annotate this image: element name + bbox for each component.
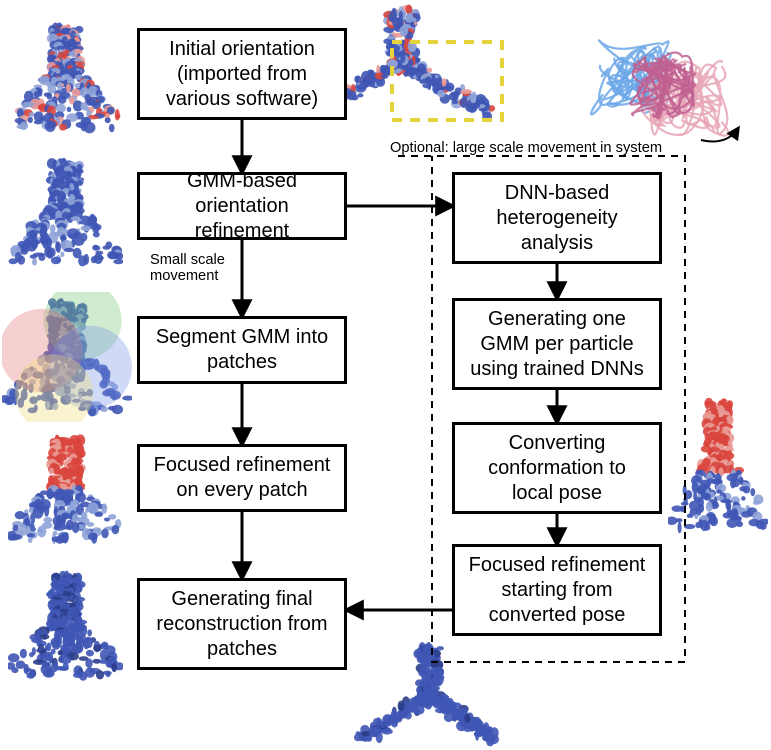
initial-protein (8, 18, 123, 138)
box-label: GMM-based orientation refinement (150, 169, 334, 244)
box-convert-conformation: Converting conformation to local pose (452, 422, 662, 514)
gmm-protein (8, 152, 123, 272)
annot-small-scale: Small scale movement (150, 252, 270, 284)
annot-text: Optional: large scale movement in system (390, 140, 662, 156)
box-gmm-refinement: GMM-based orientation refinement (137, 172, 347, 240)
bottom-wide-protein (352, 642, 507, 747)
box-segment-gmm: Segment GMM into patches (137, 316, 347, 384)
ribbon-protein (582, 32, 752, 152)
box-initial-orientation: Initial orientation (imported from vario… (137, 28, 347, 120)
yellow-highlight-box (392, 42, 502, 120)
annot-optional: Optional: large scale movement in system (390, 140, 690, 156)
box-label: Generating final reconstruction from pat… (150, 587, 334, 662)
box-final-reconstruction: Generating final reconstruction from pat… (137, 578, 347, 670)
box-label: Initial orientation (imported from vario… (150, 37, 334, 112)
diagram-canvas: Initial orientation (imported from vario… (0, 0, 771, 750)
box-dnn-heterogeneity: DNN-based heterogeneity analysis (452, 172, 662, 264)
box-label: DNN-based heterogeneity analysis (465, 181, 649, 256)
segment-protein (2, 292, 132, 422)
convert-protein (668, 390, 768, 540)
box-label: Focused refinement on every patch (150, 453, 334, 503)
box-label: Focused refinement starting from convert… (465, 553, 649, 628)
box-label: Segment GMM into patches (150, 325, 334, 375)
box-focused-refinement: Focused refinement on every patch (137, 444, 347, 512)
focused-protein (8, 430, 123, 550)
final-protein (8, 566, 123, 686)
box-generate-one-gmm: Generating one GMM per particle using tr… (452, 298, 662, 390)
box-focused-converted: Focused refinement starting from convert… (452, 544, 662, 636)
box-label: Converting conformation to local pose (465, 431, 649, 506)
box-label: Generating one GMM per particle using tr… (465, 307, 649, 382)
annot-text: Small scale movement (150, 252, 225, 284)
